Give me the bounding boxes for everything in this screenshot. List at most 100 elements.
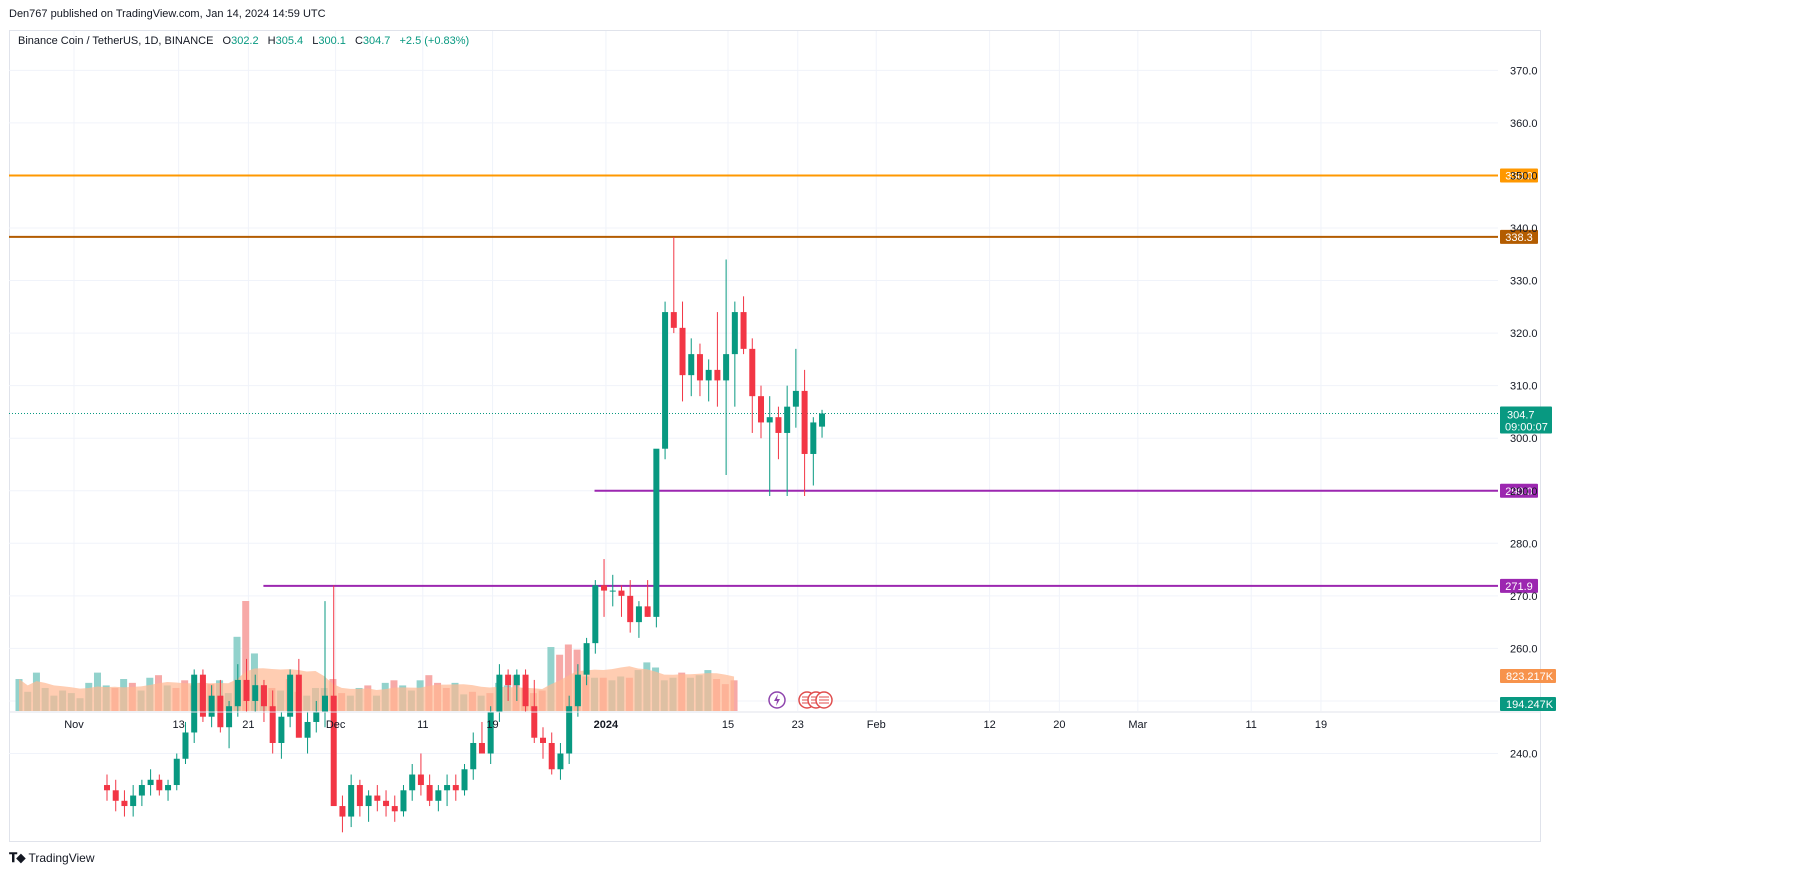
tradingview-logo-icon: 𝐓⬥ (9, 850, 26, 865)
level-price-tag (1500, 229, 1538, 244)
axes: 370.0 360.0 350.0 340.0 330.0 320.0 310.0 300.0… (9, 65, 1556, 761)
candle-body (635, 606, 642, 623)
x-tick-label: 19 (486, 719, 498, 731)
x-tick-label: 11 (1245, 719, 1256, 731)
candle-body (653, 448, 660, 617)
publisher-info: Den767 published on TradingView.com, Jan… (9, 8, 326, 20)
candle-body (775, 417, 782, 433)
candle-body (505, 674, 512, 686)
horizontal-levels[interactable]: 350.0 338.3 290.0 271.9 304.709:00:07 (9, 168, 1552, 593)
y-tick-label: 320.0 (1510, 328, 1538, 340)
y-tick-label: 360.0 (1510, 118, 1538, 130)
candle-body (313, 711, 320, 722)
candle-body (304, 721, 311, 738)
candle-body (226, 706, 233, 728)
candle-body (583, 643, 590, 675)
candle-body (496, 674, 503, 712)
candle-body (784, 406, 791, 433)
low-label: L (312, 35, 319, 47)
x-tick-label: 12 (983, 719, 995, 731)
candle-body (130, 795, 137, 807)
candle-body (601, 585, 608, 591)
candle-body (670, 312, 677, 328)
candle-body (348, 785, 355, 817)
candle-body (714, 369, 721, 381)
candle-body (731, 312, 738, 355)
candle-body (557, 753, 564, 770)
x-tick-label: Feb (867, 719, 886, 731)
candle-body (295, 674, 302, 738)
candle-body (758, 396, 764, 423)
candle-body (182, 732, 189, 759)
candle-body (417, 774, 424, 786)
candle-body (243, 679, 250, 701)
candle-body (618, 590, 625, 596)
candle-body (531, 706, 538, 738)
candle-body (199, 674, 206, 717)
candle-body (766, 417, 773, 423)
candle-body (566, 706, 573, 754)
candle-body (173, 758, 180, 786)
level-price-label: 338.3 (1505, 232, 1533, 244)
candle-body (383, 800, 390, 807)
y-tick-label: 350.0 (1510, 170, 1538, 182)
candle-body (278, 716, 285, 743)
candle-body (191, 674, 198, 733)
x-tick-label: 2024 (594, 719, 619, 731)
candle-body (801, 390, 808, 454)
level-price-label: 290.0 (1505, 486, 1533, 498)
candle-body (400, 790, 407, 812)
volume-bar (547, 647, 555, 711)
candle-body (452, 785, 459, 791)
open-label: O (222, 35, 232, 47)
candle-body (322, 695, 328, 712)
y-tick-label: 240.0 (1510, 749, 1538, 761)
change-value: +2.5 (+0.83%) (399, 35, 470, 47)
y-tick-label: 340.0 (1510, 223, 1538, 235)
candle-body (217, 695, 224, 728)
candle-body (461, 769, 468, 791)
x-tick-label: 23 (792, 719, 804, 731)
candle-body (252, 685, 259, 701)
y-tick-label: 270.0 (1510, 591, 1538, 603)
lightning-icon-glyph (774, 694, 780, 706)
x-tick-label: 21 (242, 719, 254, 731)
candle-body (147, 779, 154, 786)
x-tick-label: Mar (1128, 719, 1147, 731)
candle-body (487, 711, 494, 754)
level-price-label: 271.9 (1505, 581, 1533, 593)
candle-body (365, 795, 372, 807)
candle-body (792, 390, 799, 407)
candle-body (662, 312, 669, 449)
candle-body (810, 422, 817, 454)
candle-body (260, 685, 267, 707)
x-tick-label: 19 (1315, 719, 1327, 731)
chart-frame (9, 30, 1541, 842)
candles (104, 236, 826, 833)
y-tick-label: 370.0 (1510, 65, 1538, 77)
x-tick-label: 15 (722, 719, 734, 731)
candle-body (426, 785, 433, 801)
level-price-tag (1500, 168, 1538, 183)
candle-body (478, 742, 485, 754)
event-icons[interactable] (768, 691, 833, 709)
tradingview-logo[interactable]: 𝐓⬥ TradingView (9, 850, 95, 866)
candle-body (644, 606, 651, 617)
volume-value-label: 823.217K (1506, 671, 1554, 683)
candle-body (819, 413, 826, 427)
candle-body (574, 674, 581, 707)
x-tick-label: Nov (64, 719, 84, 731)
x-tick-label: 20 (1053, 719, 1065, 731)
candle-body (435, 790, 442, 801)
candle-body (138, 785, 145, 796)
level-price-label: 350.0 (1505, 170, 1533, 182)
volume-value-tag (1500, 669, 1556, 683)
candle-body (740, 312, 747, 349)
candle-body (696, 354, 703, 381)
y-tick-label: 330.0 (1510, 276, 1538, 288)
candle-body (409, 774, 416, 791)
candle-body (374, 795, 381, 801)
symbol-title: Binance Coin / TetherUS, 1D, BINANCE (18, 35, 214, 47)
x-tick-label: 13 (173, 719, 185, 731)
